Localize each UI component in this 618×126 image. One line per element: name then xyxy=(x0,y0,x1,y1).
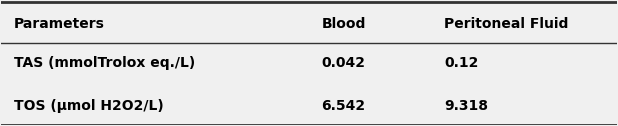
Text: TOS (μmol H2O2/L): TOS (μmol H2O2/L) xyxy=(14,99,163,113)
Text: Parameters: Parameters xyxy=(14,17,104,31)
Text: 6.542: 6.542 xyxy=(321,99,365,113)
Text: TAS (mmolTrolox eq./L): TAS (mmolTrolox eq./L) xyxy=(14,56,195,70)
Text: 0.042: 0.042 xyxy=(321,56,365,70)
Text: Peritoneal Fluid: Peritoneal Fluid xyxy=(444,17,569,31)
Text: 0.12: 0.12 xyxy=(444,56,479,70)
Text: Blood: Blood xyxy=(321,17,366,31)
Text: 9.318: 9.318 xyxy=(444,99,488,113)
